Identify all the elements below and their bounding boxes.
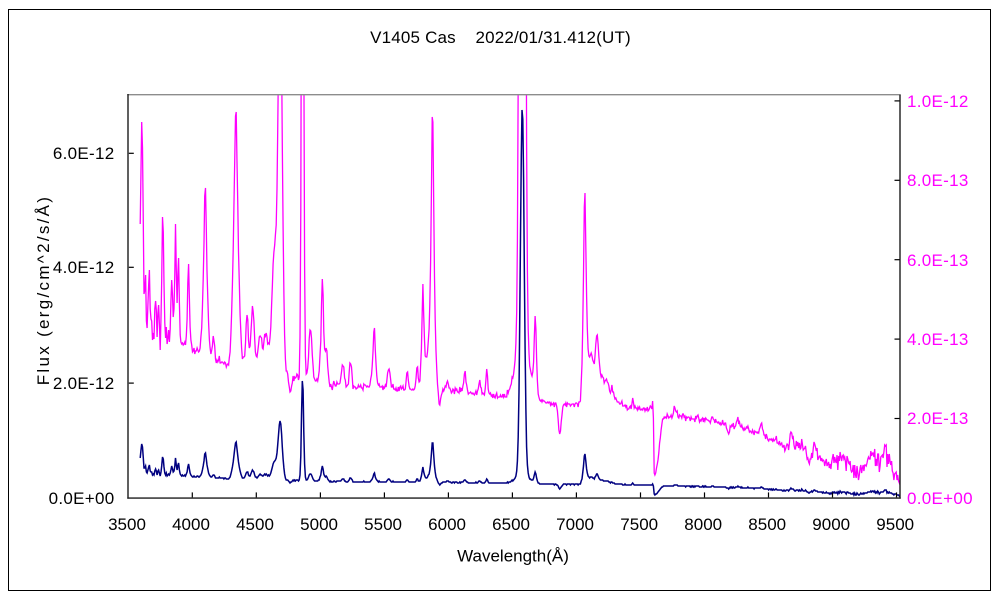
svg-text:8500: 8500 bbox=[748, 515, 786, 534]
svg-text:2.0E-13: 2.0E-13 bbox=[907, 409, 969, 428]
svg-text:6000: 6000 bbox=[428, 515, 466, 534]
svg-text:7000: 7000 bbox=[556, 515, 594, 534]
svg-text:Flux (erg/cm^2/s/Å): Flux (erg/cm^2/s/Å) bbox=[34, 195, 53, 386]
svg-text:4000: 4000 bbox=[172, 515, 210, 534]
svg-text:6.0E-13: 6.0E-13 bbox=[907, 251, 969, 270]
svg-text:9000: 9000 bbox=[812, 515, 850, 534]
svg-text:3500: 3500 bbox=[108, 515, 146, 534]
svg-text:8.0E-13: 8.0E-13 bbox=[907, 171, 969, 190]
svg-text:Wavelength(Å): Wavelength(Å) bbox=[457, 547, 569, 566]
svg-text:8000: 8000 bbox=[684, 515, 722, 534]
svg-text:4500: 4500 bbox=[236, 515, 274, 534]
svg-text:1.0E-12: 1.0E-12 bbox=[907, 92, 969, 111]
svg-text:0.0E+00: 0.0E+00 bbox=[49, 489, 115, 508]
svg-text:9500: 9500 bbox=[876, 515, 914, 534]
svg-text:7500: 7500 bbox=[620, 515, 658, 534]
svg-text:5000: 5000 bbox=[300, 515, 338, 534]
svg-text:5500: 5500 bbox=[364, 515, 402, 534]
svg-text:6500: 6500 bbox=[492, 515, 530, 534]
svg-text:2.0E-12: 2.0E-12 bbox=[53, 374, 115, 393]
svg-text:4.0E-13: 4.0E-13 bbox=[907, 330, 969, 349]
svg-text:6.0E-12: 6.0E-12 bbox=[53, 144, 115, 163]
svg-text:0.0E+00: 0.0E+00 bbox=[907, 489, 973, 508]
svg-text:4.0E-12: 4.0E-12 bbox=[53, 258, 115, 277]
svg-text:V1405 Cas 2022/01/31.412(UT: V1405 Cas 2022/01/31.412(UT) bbox=[370, 28, 631, 47]
